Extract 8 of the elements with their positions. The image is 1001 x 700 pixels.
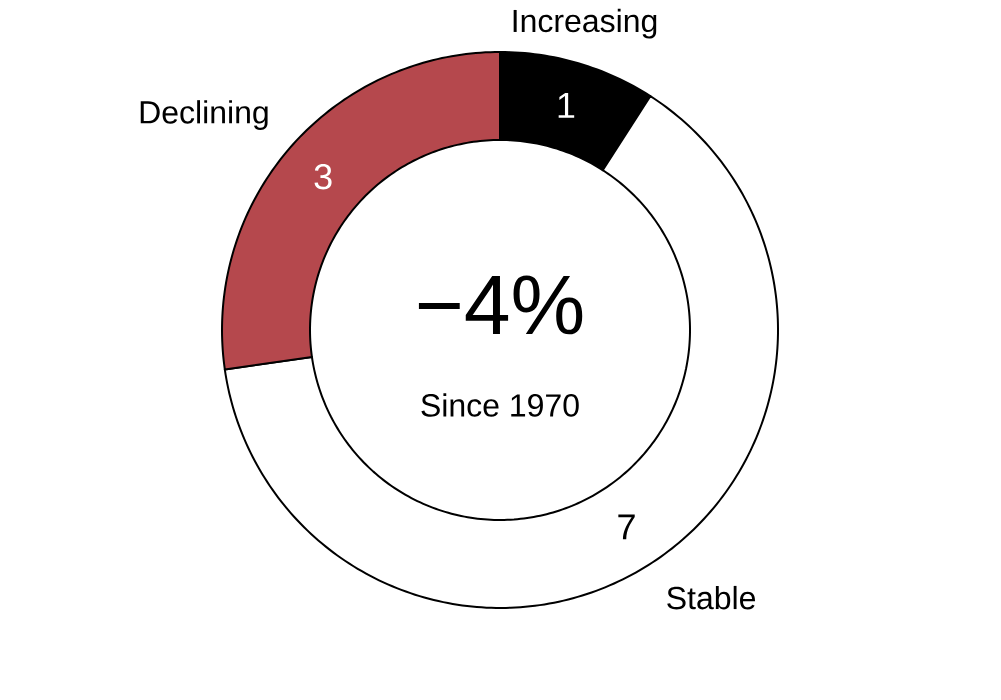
data-label: 3 [314,164,332,190]
slice-label: Stable [667,585,756,610]
data-label: 7 [618,514,635,540]
slice-label: Increasing [513,8,657,39]
text: Since 1970 [421,393,579,417]
slice-label: Declining [140,100,268,130]
data-label: 1 [558,93,575,118]
text: −4% [418,275,583,335]
